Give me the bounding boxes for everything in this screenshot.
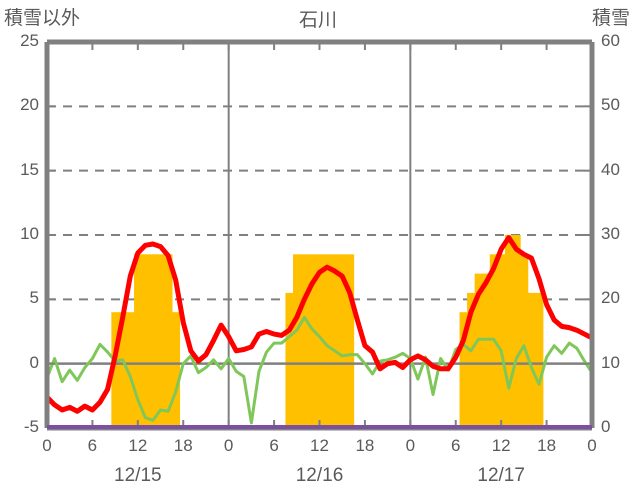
y-axis-tick-label: 0	[29, 352, 39, 372]
left-axis-caption: 積雪以外	[4, 8, 81, 29]
x-axis-tick-label: 6	[451, 436, 461, 455]
x-axis-tick-label: 12	[491, 436, 511, 455]
red-series-line	[44, 235, 595, 414]
y2-axis-tick-label: 0	[601, 417, 611, 436]
x-axis-tick-label: 18	[355, 436, 375, 455]
y-axis-tick-label: -5	[23, 417, 39, 436]
green-series-line	[45, 315, 594, 425]
x-axis-day-label: 12/16	[295, 465, 344, 486]
right-axis-caption: 積雪	[591, 8, 630, 29]
y-axis-tick-label: 15	[20, 159, 39, 179]
y2-axis-tick-label: 40	[601, 159, 620, 179]
snow-depth-bars	[111, 235, 544, 428]
x-axis-day-label: 12/15	[114, 465, 162, 486]
x-axis-tick-label: 18	[173, 436, 193, 455]
x-axis-tick-label: 0	[42, 436, 52, 455]
x-axis-tick-label: 0	[405, 436, 416, 455]
axis-ticks	[46, 41, 593, 429]
x-axis-tick-label: 6	[87, 436, 98, 455]
x-axis-tick-label: 0	[223, 436, 234, 455]
y2-axis-tick-label: 50	[601, 95, 620, 115]
y2-axis-tick-label: 60	[601, 31, 620, 50]
x-axis-tick-label: 0	[587, 436, 597, 455]
x-axis-day-label: 12/17	[477, 465, 525, 486]
y-axis-tick-label: 20	[20, 95, 39, 115]
x-axis-tick-label: 12	[310, 436, 329, 455]
x-axis-tick-label: 18	[537, 436, 557, 455]
x-axis-tick-label: 12	[128, 436, 148, 455]
y-axis-tick-label: 5	[29, 288, 39, 308]
y2-axis-tick-label: 20	[601, 288, 620, 308]
y2-axis-tick-label: 10	[601, 352, 620, 372]
y2-axis-tick-label: 30	[601, 224, 620, 243]
y-axis-tick-label: 10	[20, 224, 39, 243]
chart-title: 石川	[298, 10, 337, 31]
x-axis-tick-label: 6	[269, 436, 279, 455]
y-axis-tick-label: 25	[20, 31, 39, 50]
